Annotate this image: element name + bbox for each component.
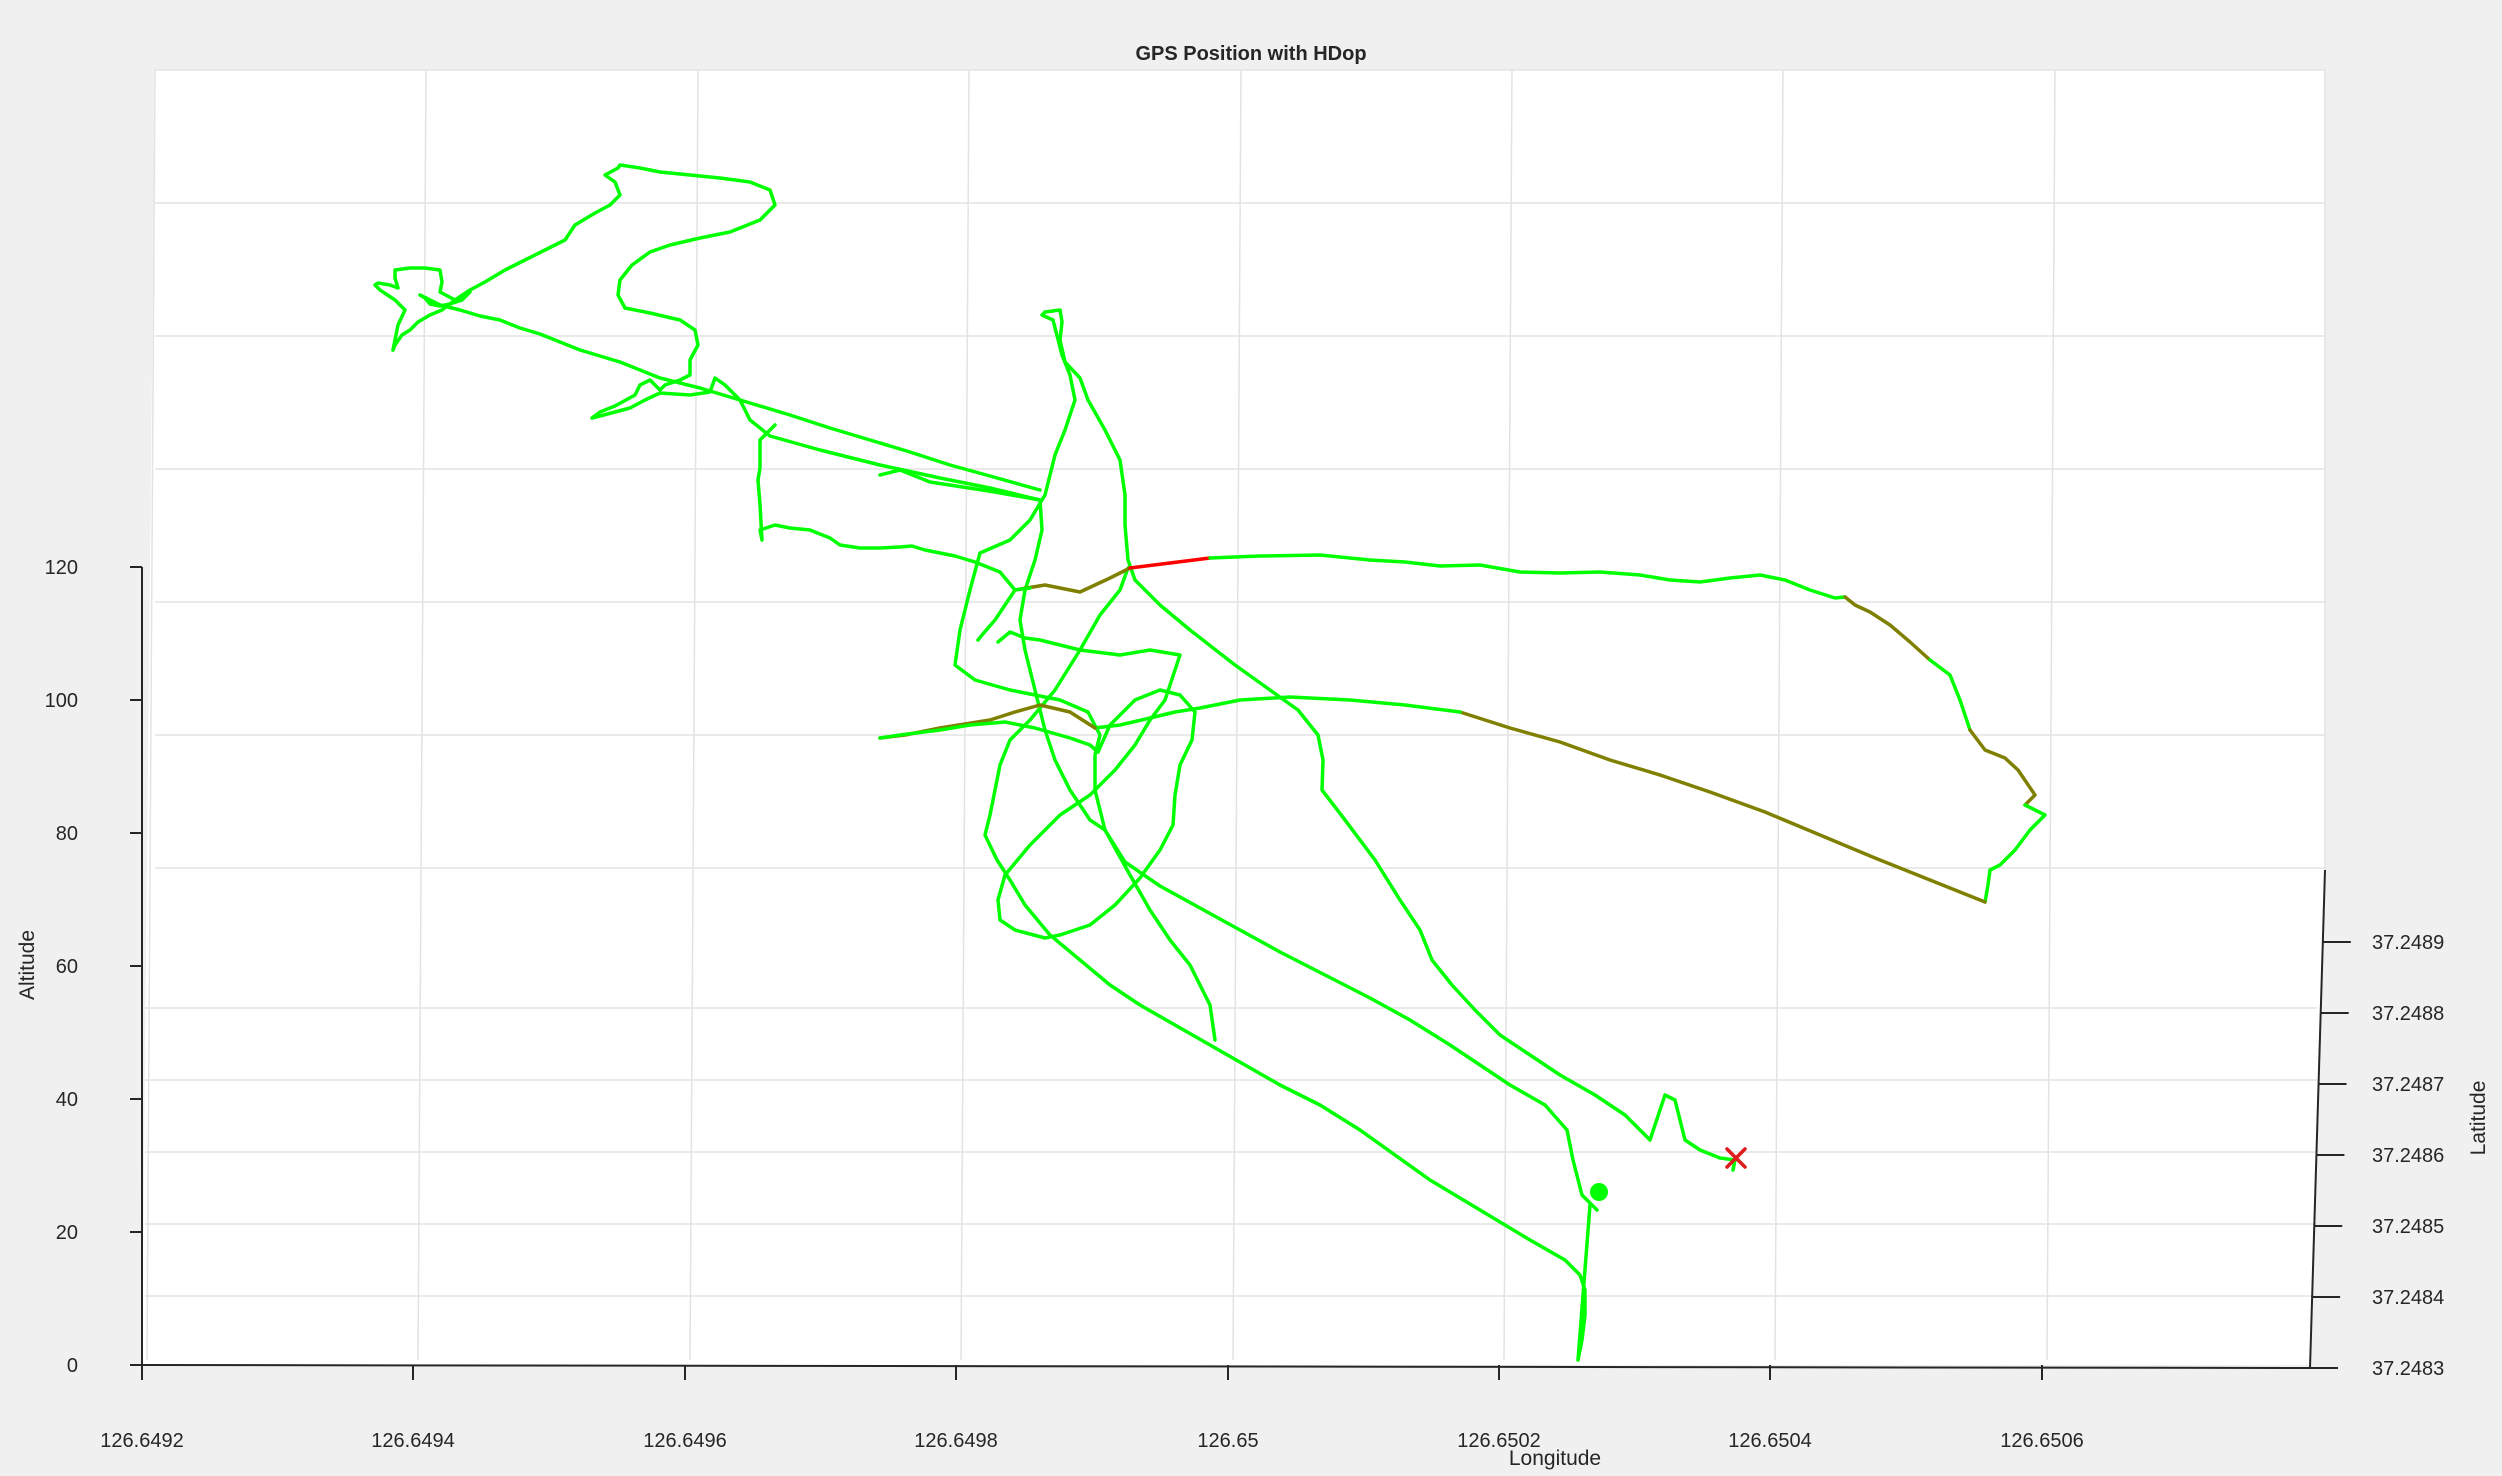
track-segment-bad — [1128, 556, 1212, 570]
grid-line-v — [1232, 69, 1242, 1361]
track-segment-good — [391, 163, 1042, 502]
y-tick-label: 37.2486 — [2372, 1145, 2444, 1167]
y-axis-label: Latitude — [2467, 1081, 2490, 1156]
track-segment-good — [953, 318, 1599, 1212]
grid-line-v — [1503, 69, 1513, 1361]
z-tick-label: 20 — [56, 1222, 78, 1244]
track-segment-good — [756, 478, 1032, 592]
grid-line-v — [2046, 69, 2056, 1361]
axes: 126.6492 126.6494 126.6496 126.6498 126.65 12… — [45, 557, 2445, 1452]
z-tick-label: 80 — [56, 823, 78, 845]
grid-line-v — [1774, 69, 1784, 1361]
grid-line-v — [689, 69, 699, 1361]
track-segment-good — [1040, 308, 1737, 1172]
track-segment-good — [1093, 695, 1462, 730]
x-tick-label: 126.6504 — [1728, 1430, 1811, 1452]
x-axis-line — [141, 1364, 2311, 1369]
track-segment-mid — [1843, 595, 1932, 662]
end-marker — [1725, 1147, 1747, 1169]
x-tick-label: 126.6494 — [371, 1430, 454, 1452]
x-tick-label: 126.6498 — [914, 1430, 997, 1452]
x-tick-label: 126.6492 — [100, 1430, 183, 1452]
track-segment-good — [996, 630, 1197, 940]
track-segment-good — [373, 266, 1042, 492]
track-segment-good — [1208, 553, 1847, 600]
z-tick-label: 120 — [45, 557, 78, 579]
track-segment-mid — [1968, 728, 2037, 807]
x-tick-label: 126.6506 — [2000, 1430, 2083, 1452]
z-tick-label: 40 — [56, 1089, 78, 1111]
grid-lines — [145, 69, 2326, 1361]
track-segment-mid — [1658, 773, 1987, 904]
track-segment-good — [756, 423, 777, 482]
z-tick-label: 100 — [45, 690, 78, 712]
z-tick-label: 0 — [67, 1355, 78, 1377]
y-tick-label: 37.2485 — [2372, 1216, 2444, 1238]
y-tick-label: 37.2484 — [2372, 1287, 2444, 1309]
y-tick-label: 37.2483 — [2372, 1358, 2444, 1380]
z-axis-label: Altitude — [16, 930, 39, 1000]
y-tick-label: 37.2489 — [2372, 932, 2444, 954]
grid-line-v — [417, 69, 427, 1361]
start-marker — [1590, 1183, 1608, 1201]
x-axis-label: Longitude — [1509, 1447, 1601, 1470]
track-segment-good — [878, 720, 1100, 754]
track-segment-mid — [1458, 710, 1662, 777]
gps-track — [373, 163, 2047, 1362]
chart-title: GPS Position with HDop — [1135, 43, 1366, 65]
track-segment-good — [1983, 803, 2047, 904]
track-segment-mid — [1013, 566, 1132, 594]
y-tick-label: 37.2488 — [2372, 1003, 2444, 1025]
x-tick-label: 126.6496 — [643, 1430, 726, 1452]
track-segment-good — [1928, 658, 1972, 732]
x-tick-label: 126.6502 — [1457, 1430, 1540, 1452]
x-tick-label: 126.65 — [1197, 1430, 1258, 1452]
grid-line-v — [960, 69, 970, 1361]
track-segment-good — [983, 566, 1592, 1362]
track-segment-good — [976, 588, 1017, 642]
z-tick-label: 60 — [56, 956, 78, 978]
end-marker-stroke — [1725, 1147, 1747, 1169]
y-axis-line — [2309, 869, 2326, 1369]
track-markers — [1590, 1147, 1747, 1201]
grid-line-v — [146, 69, 156, 1361]
y-tick-label: 37.2487 — [2372, 1074, 2444, 1096]
